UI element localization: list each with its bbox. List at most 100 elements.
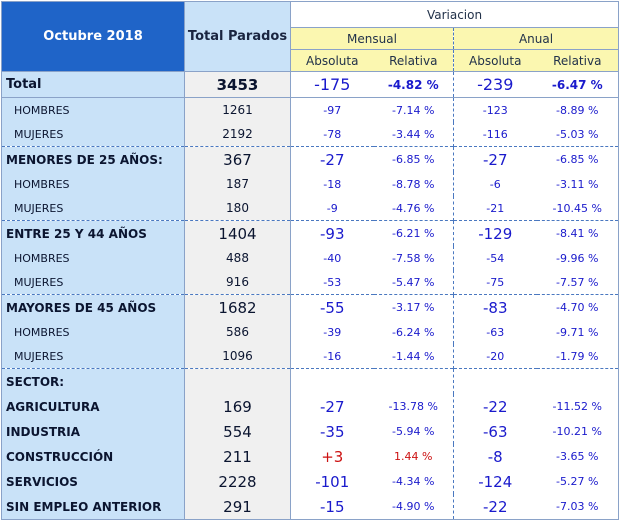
mensual-relativa-cell: -6.21 % xyxy=(373,220,454,246)
anual-absoluta-cell xyxy=(453,368,537,394)
anual-relativa-cell: -7.03 % xyxy=(536,494,619,520)
total-parados-cell: 586 xyxy=(184,320,291,344)
total-parados-cell: 291 xyxy=(184,494,291,520)
row-label: AGRICULTURA xyxy=(1,394,185,419)
table-row: MUJERES 180 -9 -4.76 % -21 -10.45 % xyxy=(1,196,619,221)
anual-relativa-cell: -9.71 % xyxy=(536,320,619,344)
anual-absoluta-cell: -63 xyxy=(483,422,508,441)
anual-absoluta-cell: -63 xyxy=(486,325,505,339)
anual-relativa-cell: -8.41 % xyxy=(536,220,619,246)
anual-absoluta-cell: -116 xyxy=(482,127,508,141)
table-row: MUJERES 1096 -16 -1.44 % -20 -1.79 % xyxy=(1,344,619,369)
mensual-relativa-cell: -3.17 % xyxy=(373,294,454,320)
row-label: MUJERES xyxy=(1,344,185,369)
table-row: HOMBRES 187 -18 -8.78 % -6 -3.11 % xyxy=(1,172,619,196)
table-row: SERVICIOS 2228 -101 -4.34 % -124 -5.27 % xyxy=(1,469,619,494)
anual-relativa-cell: -4.70 % xyxy=(536,294,619,320)
table-row: SECTOR: xyxy=(1,368,619,394)
mensual-relativa-cell: -4.90 % xyxy=(373,494,454,520)
anual-absoluta-cell: -124 xyxy=(478,472,513,491)
mensual-relativa-cell: -4.76 % xyxy=(373,196,454,221)
row-label: SECTOR: xyxy=(1,368,185,394)
anual-absoluta-cell: -54 xyxy=(486,251,505,265)
total-parados-header: Total Parados xyxy=(184,1,291,72)
anual-header: Anual xyxy=(453,27,619,50)
anual-absoluta-cell: -8 xyxy=(487,447,503,466)
anual-relativa-cell xyxy=(536,368,619,394)
anual-relativa-cell: -6.85 % xyxy=(536,146,619,172)
mensual-relativa-cell: -4.82 % xyxy=(373,71,454,98)
table-row: HOMBRES 488 -40 -7.58 % -54 -9.96 % xyxy=(1,246,619,270)
anual-relativa-cell: -9.96 % xyxy=(536,246,619,270)
total-parados-cell: 554 xyxy=(184,419,291,444)
mensual-absoluta-cell: -27 xyxy=(320,397,345,416)
mensual-header: Mensual xyxy=(290,27,454,50)
row-label: HOMBRES xyxy=(1,246,185,270)
mensual-relativa-cell: -13.78 % xyxy=(373,394,454,419)
table-row: HOMBRES 1261 -97 -7.14 % -123 -8.89 % xyxy=(1,97,619,122)
anual-absoluta-cell: -27 xyxy=(453,146,537,172)
total-parados-cell: 2228 xyxy=(184,469,291,494)
anual-relativa-cell: -11.52 % xyxy=(536,394,619,419)
mensual-relativa-cell: -8.78 % xyxy=(373,172,454,196)
total-parados-cell: 169 xyxy=(184,394,291,419)
table-title: Octubre 2018 xyxy=(1,1,185,72)
row-label: Total xyxy=(1,71,185,98)
anual-absoluta-cell: -22 xyxy=(483,397,508,416)
total-parados-cell: 367 xyxy=(184,146,291,172)
anual-relativa-cell: -8.89 % xyxy=(536,97,619,122)
mensual-absoluta-cell: +3 xyxy=(321,447,344,466)
total-parados-cell: 1682 xyxy=(184,294,291,320)
variacion-header: Variacion xyxy=(289,1,619,28)
row-label: MAYORES DE 45 AÑOS xyxy=(1,294,185,320)
anual-absoluta-cell: -75 xyxy=(486,275,505,289)
mensual-absoluta-cell: -53 xyxy=(323,275,342,289)
total-parados-cell: 180 xyxy=(184,196,291,221)
row-label: ENTRE 25 Y 44 AÑOS xyxy=(1,220,185,246)
row-label: MENORES DE 25 AÑOS: xyxy=(1,146,185,172)
anual-absoluta-header: Absoluta xyxy=(453,49,537,72)
row-label: MUJERES xyxy=(1,196,185,221)
mensual-relativa-cell: 1.44 % xyxy=(373,444,454,469)
mensual-relativa-header: Relativa xyxy=(373,49,454,72)
mensual-relativa-cell: -4.34 % xyxy=(373,469,454,494)
mensual-absoluta-cell: -40 xyxy=(323,251,342,265)
anual-absoluta-cell: -22 xyxy=(453,494,537,520)
mensual-absoluta-cell: -27 xyxy=(290,146,374,172)
mensual-absoluta-cell: -55 xyxy=(290,294,374,320)
total-parados-cell: 1261 xyxy=(184,97,291,122)
mensual-absoluta-cell: -78 xyxy=(323,127,342,141)
row-label: HOMBRES xyxy=(1,320,185,344)
anual-relativa-cell: -5.27 % xyxy=(536,469,619,494)
mensual-absoluta-cell: -175 xyxy=(290,71,374,98)
anual-absoluta-cell: -20 xyxy=(486,349,505,363)
mensual-relativa-cell: -3.44 % xyxy=(373,122,454,147)
row-label: CONSTRUCCIÓN xyxy=(1,444,185,469)
total-parados-cell: 916 xyxy=(184,270,291,295)
total-parados-cell: 2192 xyxy=(184,122,291,147)
anual-absoluta-cell: -123 xyxy=(453,97,537,122)
anual-absoluta-cell: -6 xyxy=(489,177,501,191)
row-label: HOMBRES xyxy=(1,97,185,122)
mensual-relativa-cell: -6.24 % xyxy=(373,320,454,344)
mensual-relativa-cell: -6.85 % xyxy=(373,146,454,172)
row-label: SERVICIOS xyxy=(1,469,185,494)
row-label: INDUSTRIA xyxy=(1,419,185,444)
mensual-absoluta-cell: -97 xyxy=(290,97,374,122)
mensual-relativa-cell: -1.44 % xyxy=(373,344,454,369)
mensual-relativa-cell: -5.94 % xyxy=(373,419,454,444)
total-parados-cell: 1404 xyxy=(184,220,291,246)
anual-absoluta-cell: -239 xyxy=(453,71,537,98)
total-parados-cell: 187 xyxy=(184,172,291,196)
anual-relativa-cell: -5.03 % xyxy=(536,122,619,147)
row-label: HOMBRES xyxy=(1,172,185,196)
table-row: ENTRE 25 Y 44 AÑOS 1404 -93 -6.21 % -129 -8.4… xyxy=(1,220,619,246)
table-row: MUJERES 916 -53 -5.47 % -75 -7.57 % xyxy=(1,270,619,295)
anual-relativa-cell: -6.47 % xyxy=(536,71,619,98)
mensual-relativa-cell: -7.14 % xyxy=(373,97,454,122)
mensual-absoluta-cell: -16 xyxy=(323,349,342,363)
mensual-relativa-cell xyxy=(373,368,454,394)
table-row: MENORES DE 25 AÑOS: 367 -27 -6.85 % -27 -6.85… xyxy=(1,146,619,172)
table-row: INDUSTRIA 554 -35 -5.94 % -63 -10.21 % xyxy=(1,419,619,444)
